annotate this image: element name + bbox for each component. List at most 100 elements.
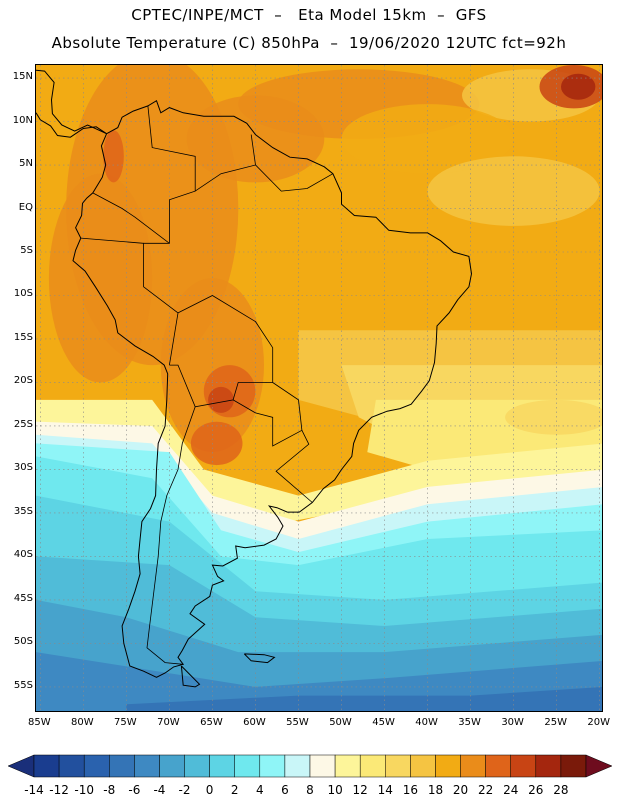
colorbar-cell bbox=[359, 754, 386, 778]
longitude-label: 30W bbox=[501, 717, 524, 728]
colorbar-tick-label: 22 bbox=[477, 783, 494, 797]
border-4 bbox=[232, 382, 303, 447]
border-2 bbox=[80, 237, 144, 244]
colorbar-cell bbox=[510, 754, 537, 778]
colorbar-cell bbox=[33, 754, 60, 778]
central-america-pacific-coast bbox=[36, 112, 107, 138]
patch-10 bbox=[561, 73, 596, 100]
south-america-coast bbox=[72, 99, 473, 678]
colorbar-cell bbox=[259, 754, 286, 778]
colorbar-cell bbox=[134, 754, 160, 778]
colorbar-tick-label: 26 bbox=[528, 783, 544, 797]
border-3 bbox=[169, 295, 274, 408]
colorbar-tick-label: 8 bbox=[306, 783, 314, 797]
colorbar-over-arrow bbox=[585, 754, 613, 778]
temperature-map bbox=[35, 64, 603, 712]
colorbar-tick-label: -4 bbox=[153, 783, 166, 797]
colorbar-cell bbox=[83, 754, 110, 778]
patch-11 bbox=[186, 95, 325, 183]
latitude-label: 15S bbox=[13, 331, 33, 343]
border-0 bbox=[143, 105, 196, 366]
colorbar-cell bbox=[284, 754, 311, 778]
patch-14 bbox=[505, 399, 602, 435]
colorbar-cell bbox=[234, 754, 261, 778]
longitude-label: 55W bbox=[286, 717, 309, 728]
central-america-caribbean-coast bbox=[36, 69, 107, 135]
colorbar-cell bbox=[485, 754, 511, 778]
colorbar-tick-label: -14 bbox=[24, 783, 44, 797]
latitude-label: EQ bbox=[18, 201, 33, 213]
band-12 bbox=[126, 687, 602, 711]
map-title-line-2: Absolute Temperature (C) 850hPa – 19/06/… bbox=[51, 34, 567, 52]
latitude-label: 10S bbox=[13, 288, 33, 300]
colorbar-tick-label: -2 bbox=[178, 783, 191, 797]
colorbar-tick-label: 16 bbox=[402, 783, 418, 797]
longitude-label: 75W bbox=[114, 717, 137, 728]
latitude-label: 5S bbox=[20, 245, 33, 256]
colorbar-tick-label: -8 bbox=[103, 783, 116, 797]
colorbar-cell bbox=[159, 754, 185, 778]
colorbar-tick-label: -12 bbox=[49, 783, 69, 797]
patch-4 bbox=[190, 421, 243, 466]
latitude-label: 45S bbox=[13, 592, 33, 604]
longitude-label: 50W bbox=[329, 717, 352, 728]
longitude-label: 25W bbox=[544, 717, 567, 728]
colorbar-tick-label: 4 bbox=[255, 783, 264, 797]
latitude-label: 40S bbox=[13, 549, 33, 561]
longitude-label: 80W bbox=[71, 717, 94, 728]
patch-1 bbox=[48, 173, 153, 383]
longitude-label: 45W bbox=[372, 717, 395, 728]
colorbar-tick-label: -6 bbox=[128, 783, 141, 797]
border-6 bbox=[194, 164, 334, 192]
map-title-line-1: CPTEC/INPE/MCT – Eta Model 15km – GFS bbox=[131, 6, 487, 24]
map-canvas bbox=[36, 65, 602, 711]
tierra-del-fuego bbox=[180, 665, 201, 688]
colorbar-tick-label: 24 bbox=[503, 783, 519, 797]
longitude-label: 35W bbox=[458, 717, 481, 728]
latitude-label: 15N bbox=[12, 71, 33, 83]
colorbar-cell bbox=[385, 754, 411, 778]
border-8 bbox=[146, 406, 196, 665]
colorbar bbox=[7, 754, 613, 778]
colorbar-tick-label: 28 bbox=[553, 783, 569, 797]
latitude-label: 5N bbox=[19, 158, 33, 170]
latitude-label: 55S bbox=[13, 679, 33, 691]
colorbar-cell bbox=[435, 754, 461, 778]
falkland-islands bbox=[243, 653, 276, 664]
colorbar-cell bbox=[535, 754, 562, 778]
colorbar-cell bbox=[58, 754, 85, 778]
border-5 bbox=[275, 430, 313, 503]
latitude-label: 10N bbox=[12, 114, 33, 126]
colorbar-tick-label: 6 bbox=[281, 783, 289, 797]
patch-6 bbox=[103, 130, 124, 183]
colorbar-cell bbox=[460, 754, 486, 778]
border-1 bbox=[92, 192, 170, 244]
latitude-label: 30S bbox=[13, 462, 33, 474]
longitude-label: 85W bbox=[27, 717, 51, 728]
latitude-label: 50S bbox=[13, 636, 33, 648]
colorbar-tick-label: 10 bbox=[327, 783, 343, 797]
latitude-label: 25S bbox=[13, 418, 33, 430]
colorbar-cell bbox=[109, 754, 135, 778]
graticule bbox=[36, 65, 602, 711]
colorbar-cell bbox=[309, 754, 336, 778]
patch-5 bbox=[208, 386, 234, 413]
colorbar-tick-label: 18 bbox=[427, 783, 444, 797]
colorbar-under-arrow bbox=[7, 754, 35, 778]
longitude-label: 70W bbox=[157, 717, 180, 728]
colorbar-cell bbox=[560, 754, 587, 778]
longitude-label: 20W bbox=[587, 717, 610, 728]
colorbar-tick-label: 14 bbox=[377, 783, 393, 797]
longitude-label: 60W bbox=[243, 717, 266, 728]
colorbar-tick-label: 12 bbox=[352, 783, 368, 797]
colorbar-cell bbox=[209, 754, 235, 778]
colorbar-tick-label: 0 bbox=[205, 783, 214, 797]
colorbar-tick-label: 20 bbox=[452, 783, 469, 797]
colorbar-tick-label: 2 bbox=[230, 783, 239, 797]
colorbar-tick-label: -10 bbox=[74, 783, 94, 797]
colorbar-cell bbox=[410, 754, 436, 778]
colorbar-cell bbox=[334, 754, 361, 778]
longitude-label: 65W bbox=[200, 717, 223, 728]
latitude-label: 20S bbox=[13, 375, 33, 387]
border-7 bbox=[250, 134, 256, 166]
